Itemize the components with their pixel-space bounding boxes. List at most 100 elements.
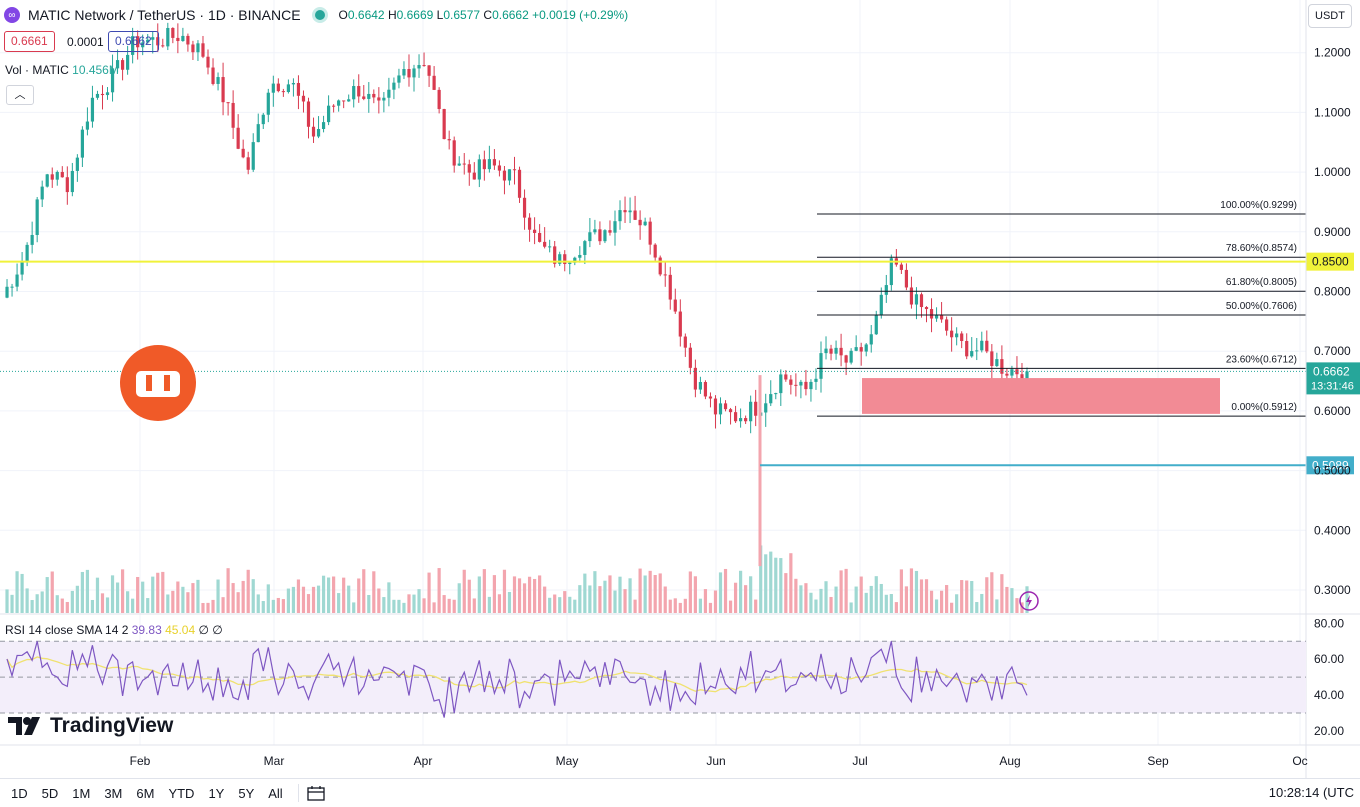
- candle-body: [909, 287, 914, 305]
- range-1d[interactable]: 1D: [11, 785, 28, 801]
- symbol-title[interactable]: MATIC Network / TetherUS · 1D · BINANCE: [28, 7, 301, 23]
- volume-bar: [517, 578, 522, 613]
- sell-price-button[interactable]: 0.6661: [4, 31, 55, 52]
- candle-body: [206, 56, 210, 68]
- candle-body: [55, 171, 59, 180]
- range-5d[interactable]: 5D: [41, 785, 59, 801]
- volume-bar: [281, 599, 285, 613]
- volume-bar: [5, 589, 9, 613]
- candle-body: [342, 100, 346, 102]
- volume-bar: [271, 599, 275, 613]
- candle-countdown-label: 13:31:46: [1311, 380, 1354, 392]
- candle-body: [507, 169, 512, 181]
- candle-body: [457, 163, 461, 166]
- range-6m[interactable]: 6M: [136, 785, 155, 801]
- volume-bar: [939, 590, 944, 613]
- volume-bar: [698, 598, 703, 613]
- volume-bar: [151, 576, 155, 613]
- price-chart[interactable]: 0.8500 0.5089 100.00%(0.9299) 78.60%(0.8574…: [0, 0, 1360, 778]
- candle-body: [10, 286, 14, 288]
- range-ytd[interactable]: YTD: [168, 785, 195, 801]
- volume-bar: [919, 579, 924, 613]
- candle-body: [432, 75, 436, 90]
- range-all[interactable]: All: [268, 785, 283, 801]
- volume-bar: [945, 585, 949, 613]
- tradingview-logo-icon: [8, 717, 40, 735]
- candle-body: [201, 43, 205, 57]
- tradingview-logo[interactable]: TradingView: [8, 714, 173, 738]
- fib-level-label: 61.80%(0.8005): [1226, 277, 1297, 288]
- volume-bar: [728, 600, 733, 613]
- candle-body: [613, 221, 617, 233]
- volume-bar: [558, 597, 562, 613]
- volume-bar: [859, 576, 863, 613]
- range-1m[interactable]: 1M: [72, 785, 91, 801]
- volume-bar: [683, 598, 687, 613]
- range-3m[interactable]: 3M: [104, 785, 123, 801]
- volume-bar: [462, 569, 466, 613]
- candle-body: [804, 381, 808, 390]
- volume-bar: [869, 585, 873, 613]
- volume-bar: [839, 570, 843, 613]
- candle-body: [110, 68, 115, 93]
- calendar-goto-icon[interactable]: [307, 785, 325, 801]
- market-status-icon[interactable]: [314, 10, 325, 20]
- volume-bar: [357, 578, 361, 613]
- candle-body: [648, 221, 652, 245]
- candle-body: [673, 299, 677, 312]
- candle-body: [955, 333, 959, 338]
- volume-bar: [497, 594, 502, 613]
- volume-bar: [507, 591, 512, 613]
- volume-bar: [809, 592, 813, 613]
- candle-body: [834, 347, 838, 354]
- candle-body: [281, 91, 285, 93]
- volume-bar: [623, 589, 627, 613]
- candle-body: [512, 169, 517, 171]
- volume-bar: [131, 598, 135, 613]
- candle-body: [698, 382, 703, 390]
- volume-bar: [472, 598, 476, 613]
- price-axis-tick: 1.0000: [1314, 165, 1351, 179]
- volume-bar: [20, 573, 24, 613]
- volume-bar: [527, 576, 532, 613]
- candle-body: [593, 229, 597, 233]
- volume-bar: [874, 576, 878, 613]
- volume-bar: [754, 599, 758, 613]
- volume-bar: [799, 585, 803, 613]
- candle-body: [874, 314, 878, 335]
- currency-selector[interactable]: USDT: [1308, 4, 1352, 28]
- candle-body: [990, 351, 994, 366]
- buy-price-button[interactable]: 0.6662: [108, 31, 159, 52]
- volume-bar: [723, 568, 728, 613]
- volume-bar: [648, 570, 652, 613]
- volume-bar: [50, 571, 54, 613]
- candle-body: [799, 381, 803, 386]
- clock-readout[interactable]: 10:28:14 (UTC: [1268, 785, 1354, 800]
- volume-bar: [1010, 588, 1014, 613]
- brand-logo-eye: [146, 375, 152, 391]
- volume-bar: [1025, 586, 1029, 613]
- volume-bar: [553, 594, 557, 613]
- candle-body: [939, 315, 944, 320]
- candle-body: [407, 69, 411, 78]
- candle-body: [739, 418, 743, 422]
- candle-body: [276, 83, 280, 92]
- candle-body: [819, 353, 823, 379]
- volume-bar: [759, 545, 763, 613]
- range-1y[interactable]: 1Y: [208, 785, 225, 801]
- chevron-up-icon[interactable]: ︿: [6, 85, 34, 105]
- volume-bar: [598, 586, 602, 613]
- bottom-toolbar: 1D 5D 1M 3M 6M YTD 1Y 5Y All 10:28:14 (U…: [0, 778, 1360, 807]
- candle-body: [633, 210, 637, 220]
- candle-body: [970, 351, 974, 357]
- volume-bars: [5, 375, 1029, 613]
- candle-body: [20, 260, 24, 275]
- volume-bar: [171, 590, 175, 613]
- candle-body: [749, 401, 753, 422]
- candle-body: [527, 217, 532, 230]
- volume-bar: [784, 573, 788, 613]
- volume-bar: [226, 568, 230, 613]
- range-5y[interactable]: 5Y: [238, 785, 255, 801]
- candle-body: [919, 294, 924, 308]
- volume-bar: [372, 571, 376, 613]
